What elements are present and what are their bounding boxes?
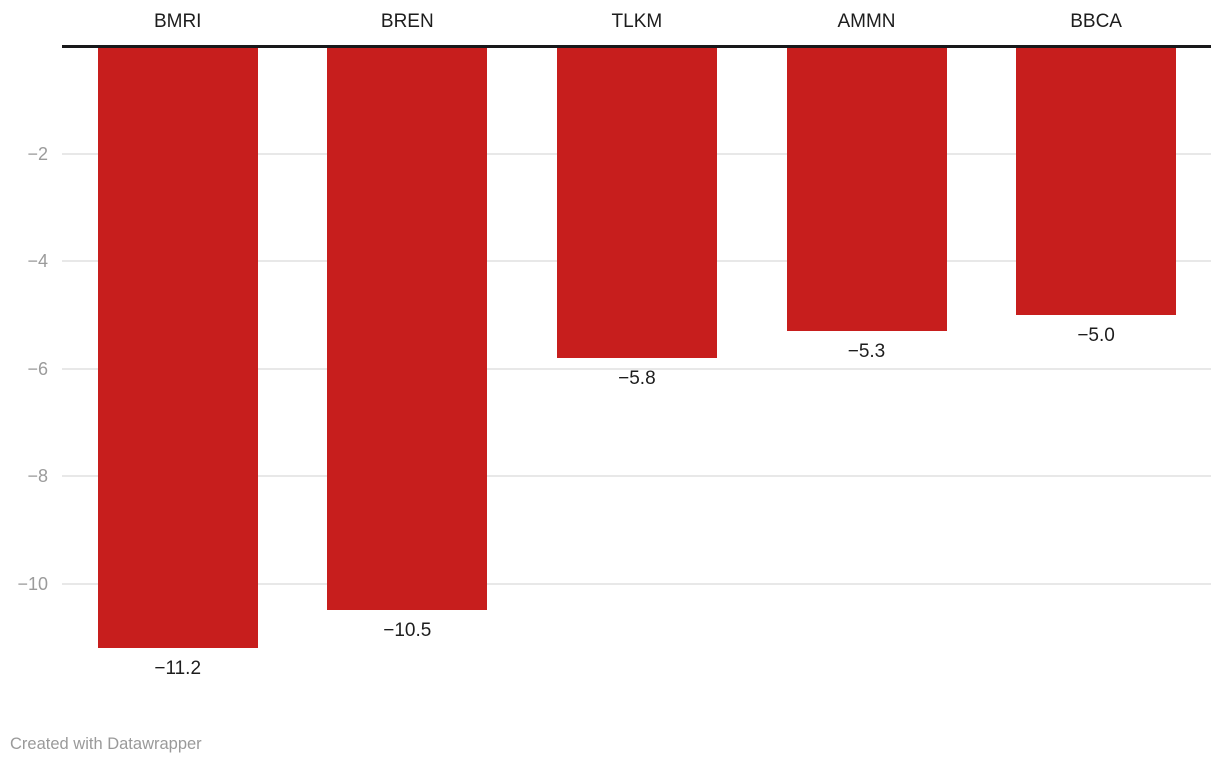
y-axis-tick-label: −4: [27, 251, 48, 272]
category-label-bmri: BMRI: [153, 11, 202, 32]
value-label-tlkm: −5.8: [618, 367, 656, 389]
value-label-bren: −10.5: [383, 620, 432, 642]
value-label-bbca: −5.0: [1077, 325, 1115, 346]
category-label-bbca: BBCA: [1070, 11, 1122, 32]
gridline: [62, 475, 1211, 478]
category-label-bren: BREN: [380, 11, 434, 32]
y-axis-tick-label: −8: [27, 466, 48, 487]
y-axis-tick-label: −6: [27, 358, 48, 379]
gridline: [62, 582, 1211, 585]
bar-bmri: [97, 48, 258, 648]
gridline: [62, 367, 1211, 370]
bar-bbca: [1016, 48, 1177, 315]
bar-bren: [327, 48, 488, 611]
value-label-ammn: −5.3: [847, 341, 886, 363]
bar-tlkm: [556, 48, 717, 358]
category-label-ammn: AMMN: [837, 11, 896, 32]
zero-baseline: [62, 45, 1211, 48]
y-axis-tick-label: −2: [27, 143, 48, 164]
y-axis-tick-label: −10: [17, 573, 48, 594]
category-label-tlkm: TLKM: [611, 11, 663, 32]
value-label-bmri: −11.2: [154, 657, 202, 679]
bar-ammn: [786, 48, 947, 332]
attribution-link[interactable]: Created with Datawrapper: [10, 735, 202, 753]
